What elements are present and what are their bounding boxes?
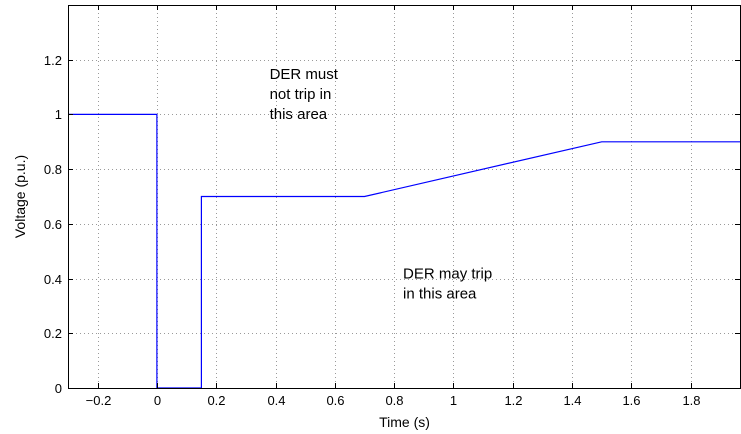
x-tick-label: 1.2 bbox=[504, 393, 522, 408]
series-layer bbox=[68, 113, 741, 389]
plot-frame bbox=[68, 5, 741, 389]
grid-lines bbox=[68, 5, 741, 388]
y-tick-label: 1 bbox=[55, 107, 62, 122]
x-tick-label: 0.8 bbox=[385, 393, 403, 408]
x-tick-label: 0 bbox=[154, 393, 161, 408]
annotation-text: DER must not trip in this area bbox=[270, 66, 339, 123]
x-tick-label: 0.6 bbox=[326, 393, 344, 408]
x-tick-label: 1.6 bbox=[622, 393, 640, 408]
x-tick-label: 0.4 bbox=[267, 393, 285, 408]
x-tick-label: 1 bbox=[450, 393, 457, 408]
x-tick-label: 0.2 bbox=[207, 393, 225, 408]
x-tick-label: 1.4 bbox=[563, 393, 581, 408]
axis-ticks bbox=[68, 5, 740, 389]
y-tick-label: 0.2 bbox=[44, 326, 62, 341]
series-line bbox=[68, 113, 741, 389]
y-tick-label: 0.6 bbox=[44, 217, 62, 232]
tick-labels: −0.2 0 0.2 0.4 0.6 0.8 1 1.2 1.4 1.6 1.8 0 0.2 0.4 0.6… bbox=[44, 53, 701, 408]
y-tick-label: 0.4 bbox=[44, 272, 62, 287]
y-tick-label: 1.2 bbox=[44, 53, 62, 68]
y-tick-label: 0 bbox=[55, 381, 62, 396]
y-tick-label: 0.8 bbox=[44, 162, 62, 177]
y-axis-title: Voltage (p.u.) bbox=[12, 155, 28, 238]
annotation-text: DER may trip in this area bbox=[403, 266, 492, 303]
x-tick-label: 1.8 bbox=[682, 393, 700, 408]
x-axis-title: Time (s) bbox=[379, 414, 430, 430]
annotations: DER must not trip in this area DER may trip… bbox=[270, 66, 493, 303]
x-tick-label: −0.2 bbox=[86, 393, 112, 408]
